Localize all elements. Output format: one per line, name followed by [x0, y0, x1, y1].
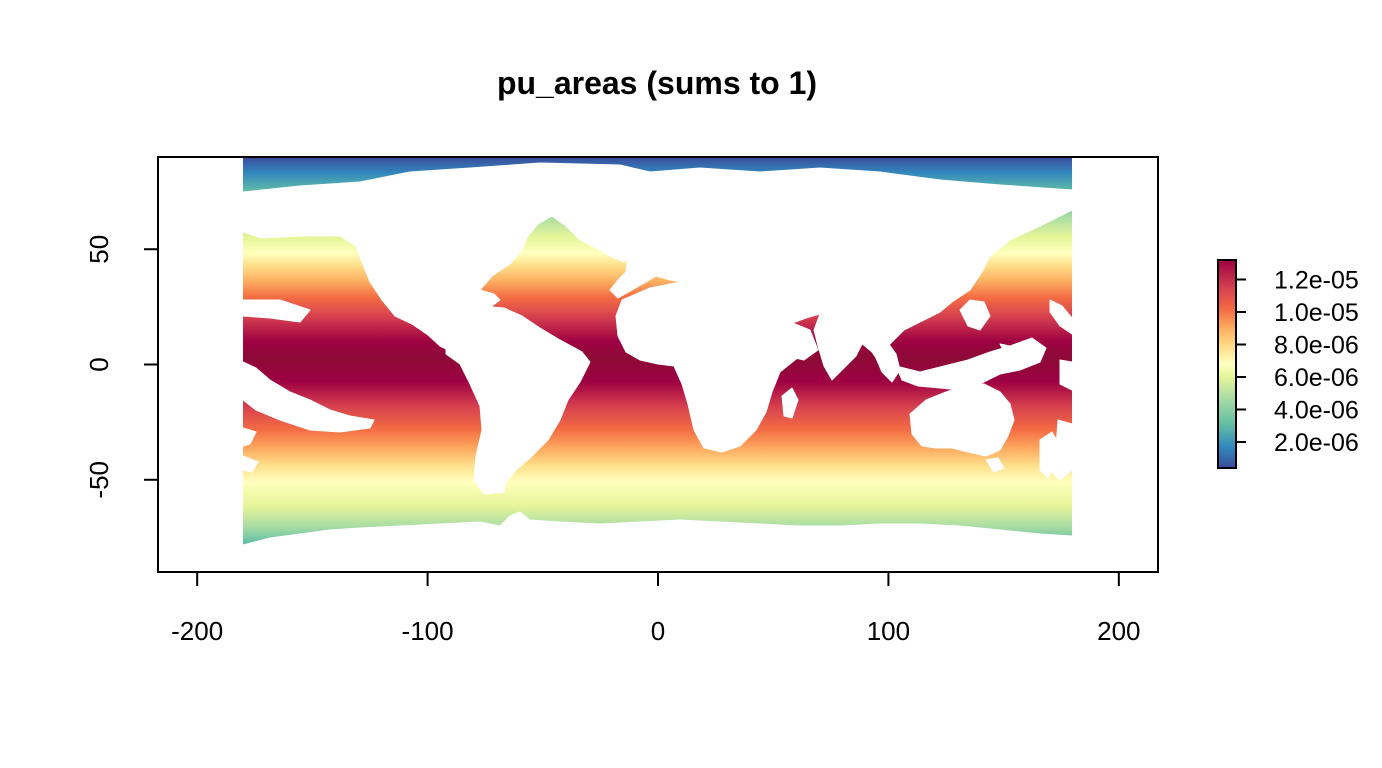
land-africa: [615, 281, 801, 453]
legend-tick-label: 8.0e-06: [1274, 332, 1359, 360]
land-new-guinea: [999, 343, 1037, 367]
land-southeast-asia: [865, 329, 901, 383]
x-axis-labels: -200 -100 0 100 200: [171, 616, 1140, 646]
legend-tick-label: 4.0e-06: [1274, 397, 1359, 425]
legend-tick-label: 2.0e-06: [1274, 429, 1359, 457]
y-tick-label: 50: [84, 235, 114, 264]
x-tick-label: 100: [867, 616, 910, 646]
legend-tick-label: 6.0e-06: [1274, 364, 1359, 392]
x-tick-label: 0: [651, 616, 665, 646]
land-masks: [242, 162, 1073, 572]
land-australia: [909, 383, 1015, 457]
legend-tick-label: 1.2e-05: [1274, 267, 1359, 295]
x-tick-label: 200: [1097, 616, 1140, 646]
plot-title: pu_areas (sums to 1): [497, 65, 817, 101]
y-axis: [144, 248, 159, 481]
land-south-america: [445, 305, 591, 495]
y-tick-label: 0: [84, 357, 114, 371]
y-tick-label: -50: [84, 461, 114, 499]
land-arctic-islands: [639, 177, 841, 203]
legend: 2.0e-06 4.0e-06 6.0e-06 8.0e-06 1.0e-05 1.2e-…: [1217, 259, 1359, 469]
legend-colorbar: [1217, 259, 1237, 469]
land-india: [813, 313, 867, 381]
land-tasmania: [985, 457, 1005, 473]
y-axis-labels: -50 0 50: [84, 235, 114, 499]
x-axis: [196, 571, 1120, 586]
land-antarctica: [242, 511, 1073, 572]
x-tick-label: -100: [402, 616, 454, 646]
land-japan: [959, 299, 991, 331]
legend-ticks: [1236, 278, 1246, 443]
land-madagascar: [781, 387, 799, 419]
legend-tick-label: 1.0e-05: [1274, 299, 1359, 327]
land-pacific-islands: [242, 299, 1073, 481]
x-tick-label: -200: [171, 616, 223, 646]
legend-labels: 2.0e-06 4.0e-06 6.0e-06 8.0e-06 1.0e-05 1.2e-…: [1274, 267, 1359, 458]
